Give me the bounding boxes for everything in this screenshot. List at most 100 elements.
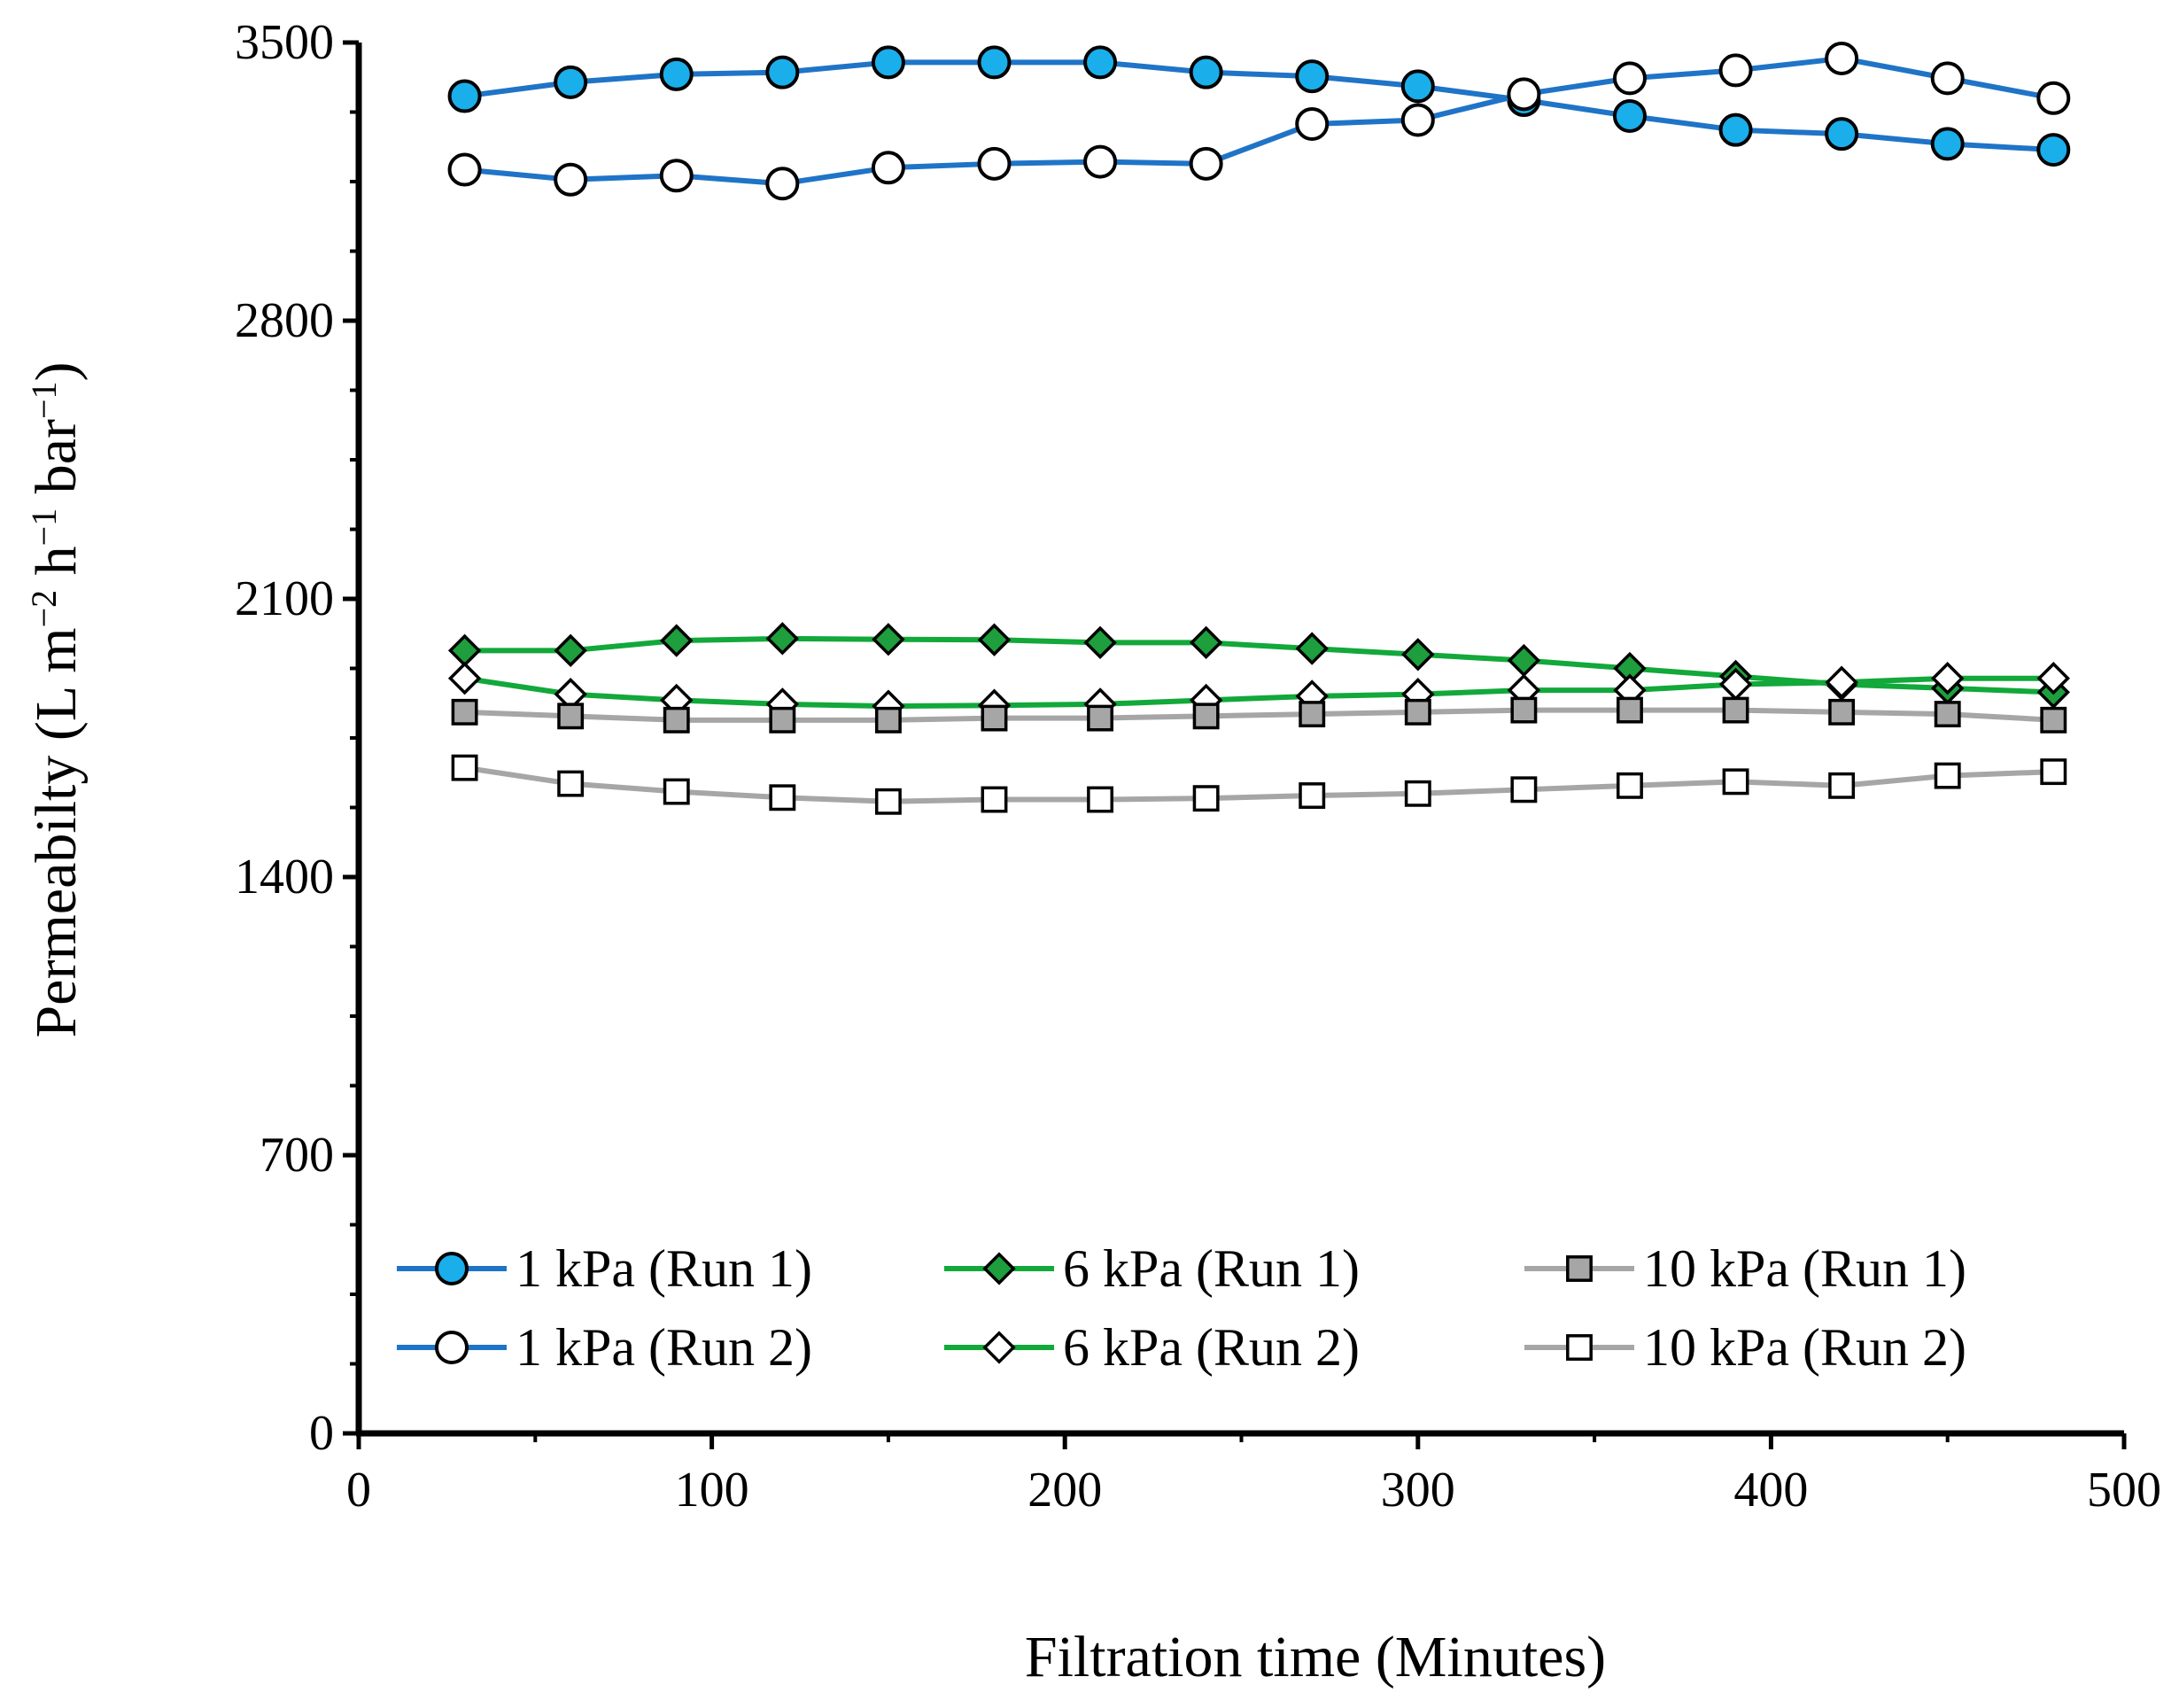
data-point <box>2036 81 2071 115</box>
legend-marker <box>1566 1334 1593 1361</box>
data-point <box>1825 117 1859 151</box>
legend-label: 6 kPa (Run 2) <box>1063 1318 1360 1377</box>
legend-item: 10 kPa (Run 1) <box>1524 1239 1966 1298</box>
x-tick-label: 200 <box>1027 1463 1102 1518</box>
y-axis-title-mid1: h <box>24 546 89 590</box>
data-point <box>872 623 905 656</box>
data-point <box>663 778 690 805</box>
data-point <box>447 633 482 667</box>
series-line <box>464 765 2054 804</box>
data-point <box>1189 55 1223 89</box>
data-point <box>1934 701 1961 728</box>
data-point <box>447 152 482 187</box>
data-point <box>1295 106 1330 141</box>
data-point <box>1083 625 1117 660</box>
legend-label: 10 kPa (Run 2) <box>1643 1318 1966 1377</box>
series-line <box>464 675 2054 710</box>
data-point <box>1189 146 1223 181</box>
series-line <box>464 55 2054 187</box>
series-2 <box>447 622 2070 710</box>
data-point <box>554 162 588 197</box>
data-point <box>659 57 694 91</box>
series-5 <box>451 754 2067 815</box>
data-point <box>1825 665 1858 699</box>
data-point <box>1404 780 1431 807</box>
data-point <box>663 706 690 734</box>
y-tick-label: 1400 <box>235 850 334 904</box>
data-point <box>1930 127 1965 161</box>
y-tick-label: 2800 <box>235 293 334 348</box>
data-point <box>1087 786 1114 813</box>
legend: 1 kPa (Run 1) 1 kPa (Run 2) 6 kPa (Run 1) 6… <box>397 1239 1966 1377</box>
data-point <box>451 698 478 726</box>
series-0 <box>447 45 2071 167</box>
data-point <box>1612 98 1647 133</box>
ticks: 0 700 1400 2100 2800 3500 0 100 200 300 400 500 <box>235 15 2161 1518</box>
data-point <box>2040 758 2067 786</box>
x-tick-label: 300 <box>1381 1463 1455 1518</box>
data-point <box>2036 133 2071 167</box>
data-point <box>1295 59 1330 94</box>
data-point <box>1617 772 1643 799</box>
legend-item: 10 kPa (Run 2) <box>1524 1318 1966 1377</box>
data-point <box>1404 698 1431 726</box>
data-point <box>1934 762 1961 789</box>
x-tick-label: 500 <box>2087 1463 2161 1518</box>
data-point <box>1083 45 1118 80</box>
data-point <box>1299 701 1326 728</box>
data-point <box>1083 144 1118 179</box>
data-point <box>977 45 1012 80</box>
legend-marker <box>982 1252 1016 1285</box>
data-point <box>1510 696 1538 724</box>
data-point <box>1192 703 1220 730</box>
data-point <box>874 788 902 815</box>
y-axis-title-exp2: −1 <box>24 509 64 547</box>
legend-marker <box>982 1331 1016 1364</box>
data-point <box>1087 704 1114 732</box>
data-point <box>1722 696 1749 724</box>
y-axis-title-exp3: −1 <box>24 381 64 419</box>
y-axis-title: Permeabilty (L m−2 h−1 bar−1) <box>24 361 89 1037</box>
data-point <box>1718 113 1753 147</box>
data-point <box>874 706 902 734</box>
data-point <box>769 784 796 811</box>
y-tick-label: 0 <box>309 1406 334 1461</box>
data-point <box>981 704 1008 732</box>
data-point <box>977 146 1012 181</box>
data-point <box>765 622 799 656</box>
data-point <box>1930 61 1965 96</box>
data-point <box>1722 768 1749 796</box>
data-point <box>1295 632 1329 665</box>
data-point <box>1617 696 1643 724</box>
data-point <box>1825 41 1859 75</box>
x-tick-label: 0 <box>346 1463 371 1518</box>
data-point <box>451 754 478 781</box>
data-point <box>1507 643 1541 678</box>
data-point <box>769 706 796 734</box>
y-tick-label: 2100 <box>235 571 334 626</box>
y-axis-title-suffix: ) <box>24 361 89 381</box>
y-axis-title-mid2: bar <box>24 419 89 509</box>
data-point <box>554 633 587 667</box>
data-point <box>557 770 585 797</box>
data-point <box>660 624 694 657</box>
data-point <box>981 786 1008 813</box>
series-4 <box>451 696 2067 734</box>
y-axis-title-prefix: Permeabilty (L m <box>24 627 89 1037</box>
series-group <box>447 41 2071 815</box>
y-axis-title-exp1: −2 <box>24 590 64 628</box>
data-point <box>659 159 694 193</box>
data-point <box>1931 662 1965 695</box>
legend-label: 6 kPa (Run 1) <box>1063 1239 1360 1298</box>
data-point <box>447 662 482 695</box>
data-point <box>447 79 482 113</box>
data-point <box>1299 782 1326 809</box>
data-point <box>1612 61 1647 96</box>
legend-label: 1 kPa (Run 2) <box>516 1318 812 1377</box>
legend-item: 1 kPa (Run 2) <box>397 1318 812 1377</box>
legend-marker <box>1566 1255 1593 1282</box>
data-point <box>1510 776 1538 804</box>
series-3 <box>447 662 2070 723</box>
data-point <box>1401 638 1435 672</box>
